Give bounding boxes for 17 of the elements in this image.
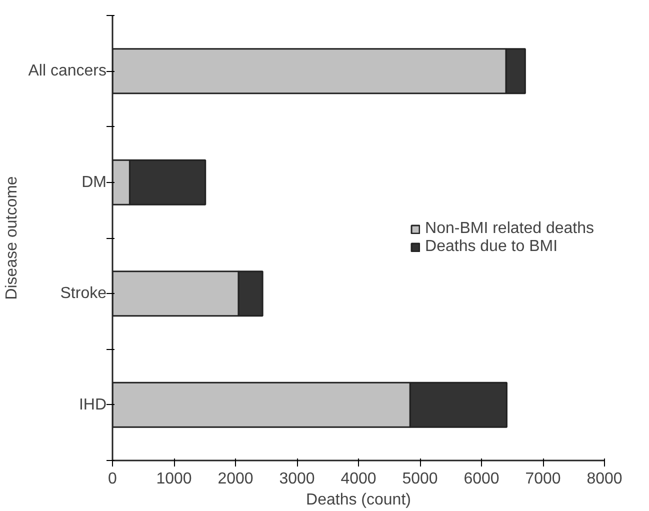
y-tick-label: All cancers [28,62,106,80]
x-tick-label: 7000 [525,470,561,488]
y-axis-title: Disease outcome [3,176,20,300]
x-tick-label: 3000 [279,470,315,488]
y-tick-label: IHD [78,396,107,414]
x-tick-label: 0 [108,470,118,488]
legend-label: Deaths due to BMI [425,238,558,256]
y-tick-label: Stroke [60,285,107,302]
legend-label: Non-BMI related deaths [425,220,594,238]
x-tick-label: 4000 [340,470,376,488]
x-tick-label: 5000 [402,470,438,488]
x-tick-label: 8000 [586,470,622,488]
y-tick-label: DM [82,174,107,191]
x-tick-label: 6000 [464,470,500,488]
x-tick-label: 2000 [218,470,254,488]
x-tick-label: 1000 [156,470,192,488]
x-axis-title: Deaths (count) [306,492,411,508]
